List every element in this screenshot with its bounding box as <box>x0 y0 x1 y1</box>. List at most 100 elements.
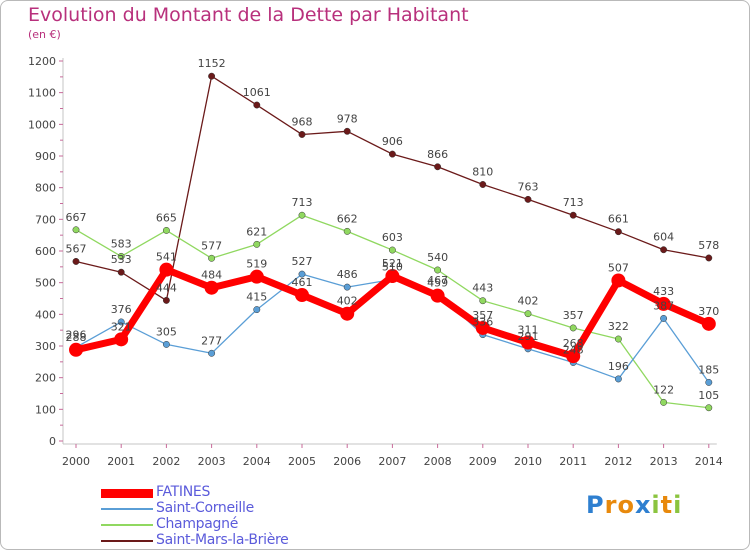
data-label: 906 <box>382 135 403 148</box>
legend-swatch <box>101 488 153 498</box>
x-tick-label: 2011 <box>559 455 587 468</box>
data-point <box>524 310 532 318</box>
legend-swatch <box>101 540 153 542</box>
data-point <box>208 349 216 357</box>
data-point <box>705 378 713 386</box>
data-point <box>208 72 216 80</box>
data-point <box>614 375 622 383</box>
data-label: 357 <box>563 309 584 322</box>
y-tick-label: 1000 <box>28 118 56 131</box>
data-label: 604 <box>653 231 674 244</box>
x-tick-label: 2007 <box>378 455 406 468</box>
data-point <box>479 297 487 305</box>
y-tick-label: 1200 <box>28 55 56 68</box>
data-point <box>114 332 129 347</box>
x-tick-label: 2004 <box>243 455 271 468</box>
data-label: 433 <box>653 285 674 298</box>
logo-letter: r <box>604 491 618 519</box>
data-point <box>521 335 535 350</box>
data-label: 567 <box>66 242 87 255</box>
data-label: 519 <box>246 258 267 271</box>
data-point <box>208 254 216 262</box>
data-label: 486 <box>337 268 358 281</box>
data-point <box>253 240 261 248</box>
data-label: 105 <box>698 389 719 402</box>
x-tick-label: 2003 <box>198 455 226 468</box>
x-tick-label: 2002 <box>152 455 180 468</box>
data-label: 667 <box>66 211 87 224</box>
data-point <box>385 269 400 284</box>
data-point <box>204 280 219 295</box>
data-label: 661 <box>608 213 629 226</box>
data-point <box>69 342 83 357</box>
data-point <box>569 211 577 219</box>
legend-swatch <box>101 524 153 526</box>
data-label: 713 <box>563 196 584 209</box>
data-label: 533 <box>111 253 132 266</box>
legend-label: Saint-Corneille <box>156 500 254 516</box>
logo-letter: o <box>617 491 635 519</box>
data-label: 311 <box>518 324 539 337</box>
x-tick-label: 2005 <box>288 455 316 468</box>
data-label: 443 <box>472 282 493 295</box>
data-label: 402 <box>337 295 358 308</box>
data-label: 1152 <box>198 57 226 70</box>
data-point <box>253 101 261 109</box>
data-label: 196 <box>608 360 629 373</box>
logo-letter: t <box>660 491 674 519</box>
data-point <box>611 273 626 288</box>
x-tick-label: 2001 <box>107 455 135 468</box>
data-label: 621 <box>246 225 267 238</box>
data-label: 540 <box>427 251 448 264</box>
data-label: 968 <box>292 115 313 128</box>
data-point <box>159 262 174 277</box>
y-tick-label: 800 <box>35 182 56 195</box>
data-point <box>569 324 577 332</box>
chart-title: Evolution du Montant de la Dette par Hab… <box>28 4 469 26</box>
data-point <box>343 127 351 135</box>
logo-letter: i <box>651 491 661 519</box>
y-tick-label: 700 <box>35 213 56 226</box>
x-tick-label: 2008 <box>424 455 452 468</box>
y-tick-label: 0 <box>49 435 56 448</box>
data-point <box>249 269 264 284</box>
data-point <box>388 246 396 254</box>
data-point <box>298 211 306 219</box>
data-point <box>117 318 125 326</box>
data-point <box>614 335 622 343</box>
data-point <box>701 316 716 331</box>
data-label: 578 <box>698 239 719 252</box>
data-label: 322 <box>608 320 629 333</box>
data-label: 268 <box>563 337 584 350</box>
data-point <box>72 226 80 234</box>
x-tick-label: 2012 <box>604 455 632 468</box>
data-point <box>475 320 490 335</box>
data-point <box>566 349 581 364</box>
legend-swatch <box>101 508 153 510</box>
data-label: 603 <box>382 231 403 244</box>
legend-label: FATINES <box>156 484 211 500</box>
x-tick-label: 2010 <box>514 455 542 468</box>
data-point <box>660 246 668 254</box>
data-label: 288 <box>66 331 87 344</box>
chart-unit: (en €) <box>28 28 61 41</box>
data-point <box>117 252 125 260</box>
data-point <box>524 195 532 203</box>
data-point <box>479 181 487 188</box>
data-point <box>340 306 355 321</box>
data-label: 541 <box>156 251 177 264</box>
data-label: 467 <box>427 274 448 287</box>
y-tick-label: 200 <box>35 372 56 385</box>
data-label: 370 <box>698 305 719 318</box>
data-label: 713 <box>292 196 313 209</box>
legend-label: Champagné <box>156 516 239 532</box>
data-label: 277 <box>201 334 222 347</box>
logo-letter: P <box>586 491 605 519</box>
legend-label: Saint-Mars-la-Brière <box>156 532 289 548</box>
y-tick-label: 400 <box>35 308 56 321</box>
data-point <box>430 288 445 303</box>
data-label: 461 <box>292 276 313 289</box>
data-label: 376 <box>111 303 132 316</box>
